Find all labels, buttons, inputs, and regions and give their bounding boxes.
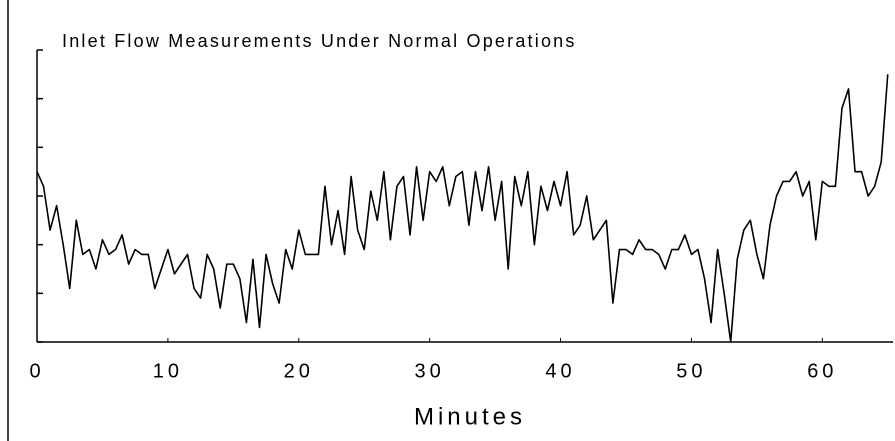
x-tick-label: 10	[153, 360, 183, 382]
data-line	[36, 74, 889, 343]
chart-title: Inlet Flow Measurements Under Normal Ope…	[62, 31, 577, 51]
x-tick-label: 0	[29, 360, 44, 382]
x-axis-label: Minutes	[414, 403, 526, 430]
x-tick-label: 60	[807, 360, 837, 382]
x-tick-label: 40	[545, 360, 575, 382]
x-tick-label: 20	[284, 360, 314, 382]
x-tick-label: 30	[415, 360, 445, 382]
x-tick-label: 50	[676, 360, 706, 382]
